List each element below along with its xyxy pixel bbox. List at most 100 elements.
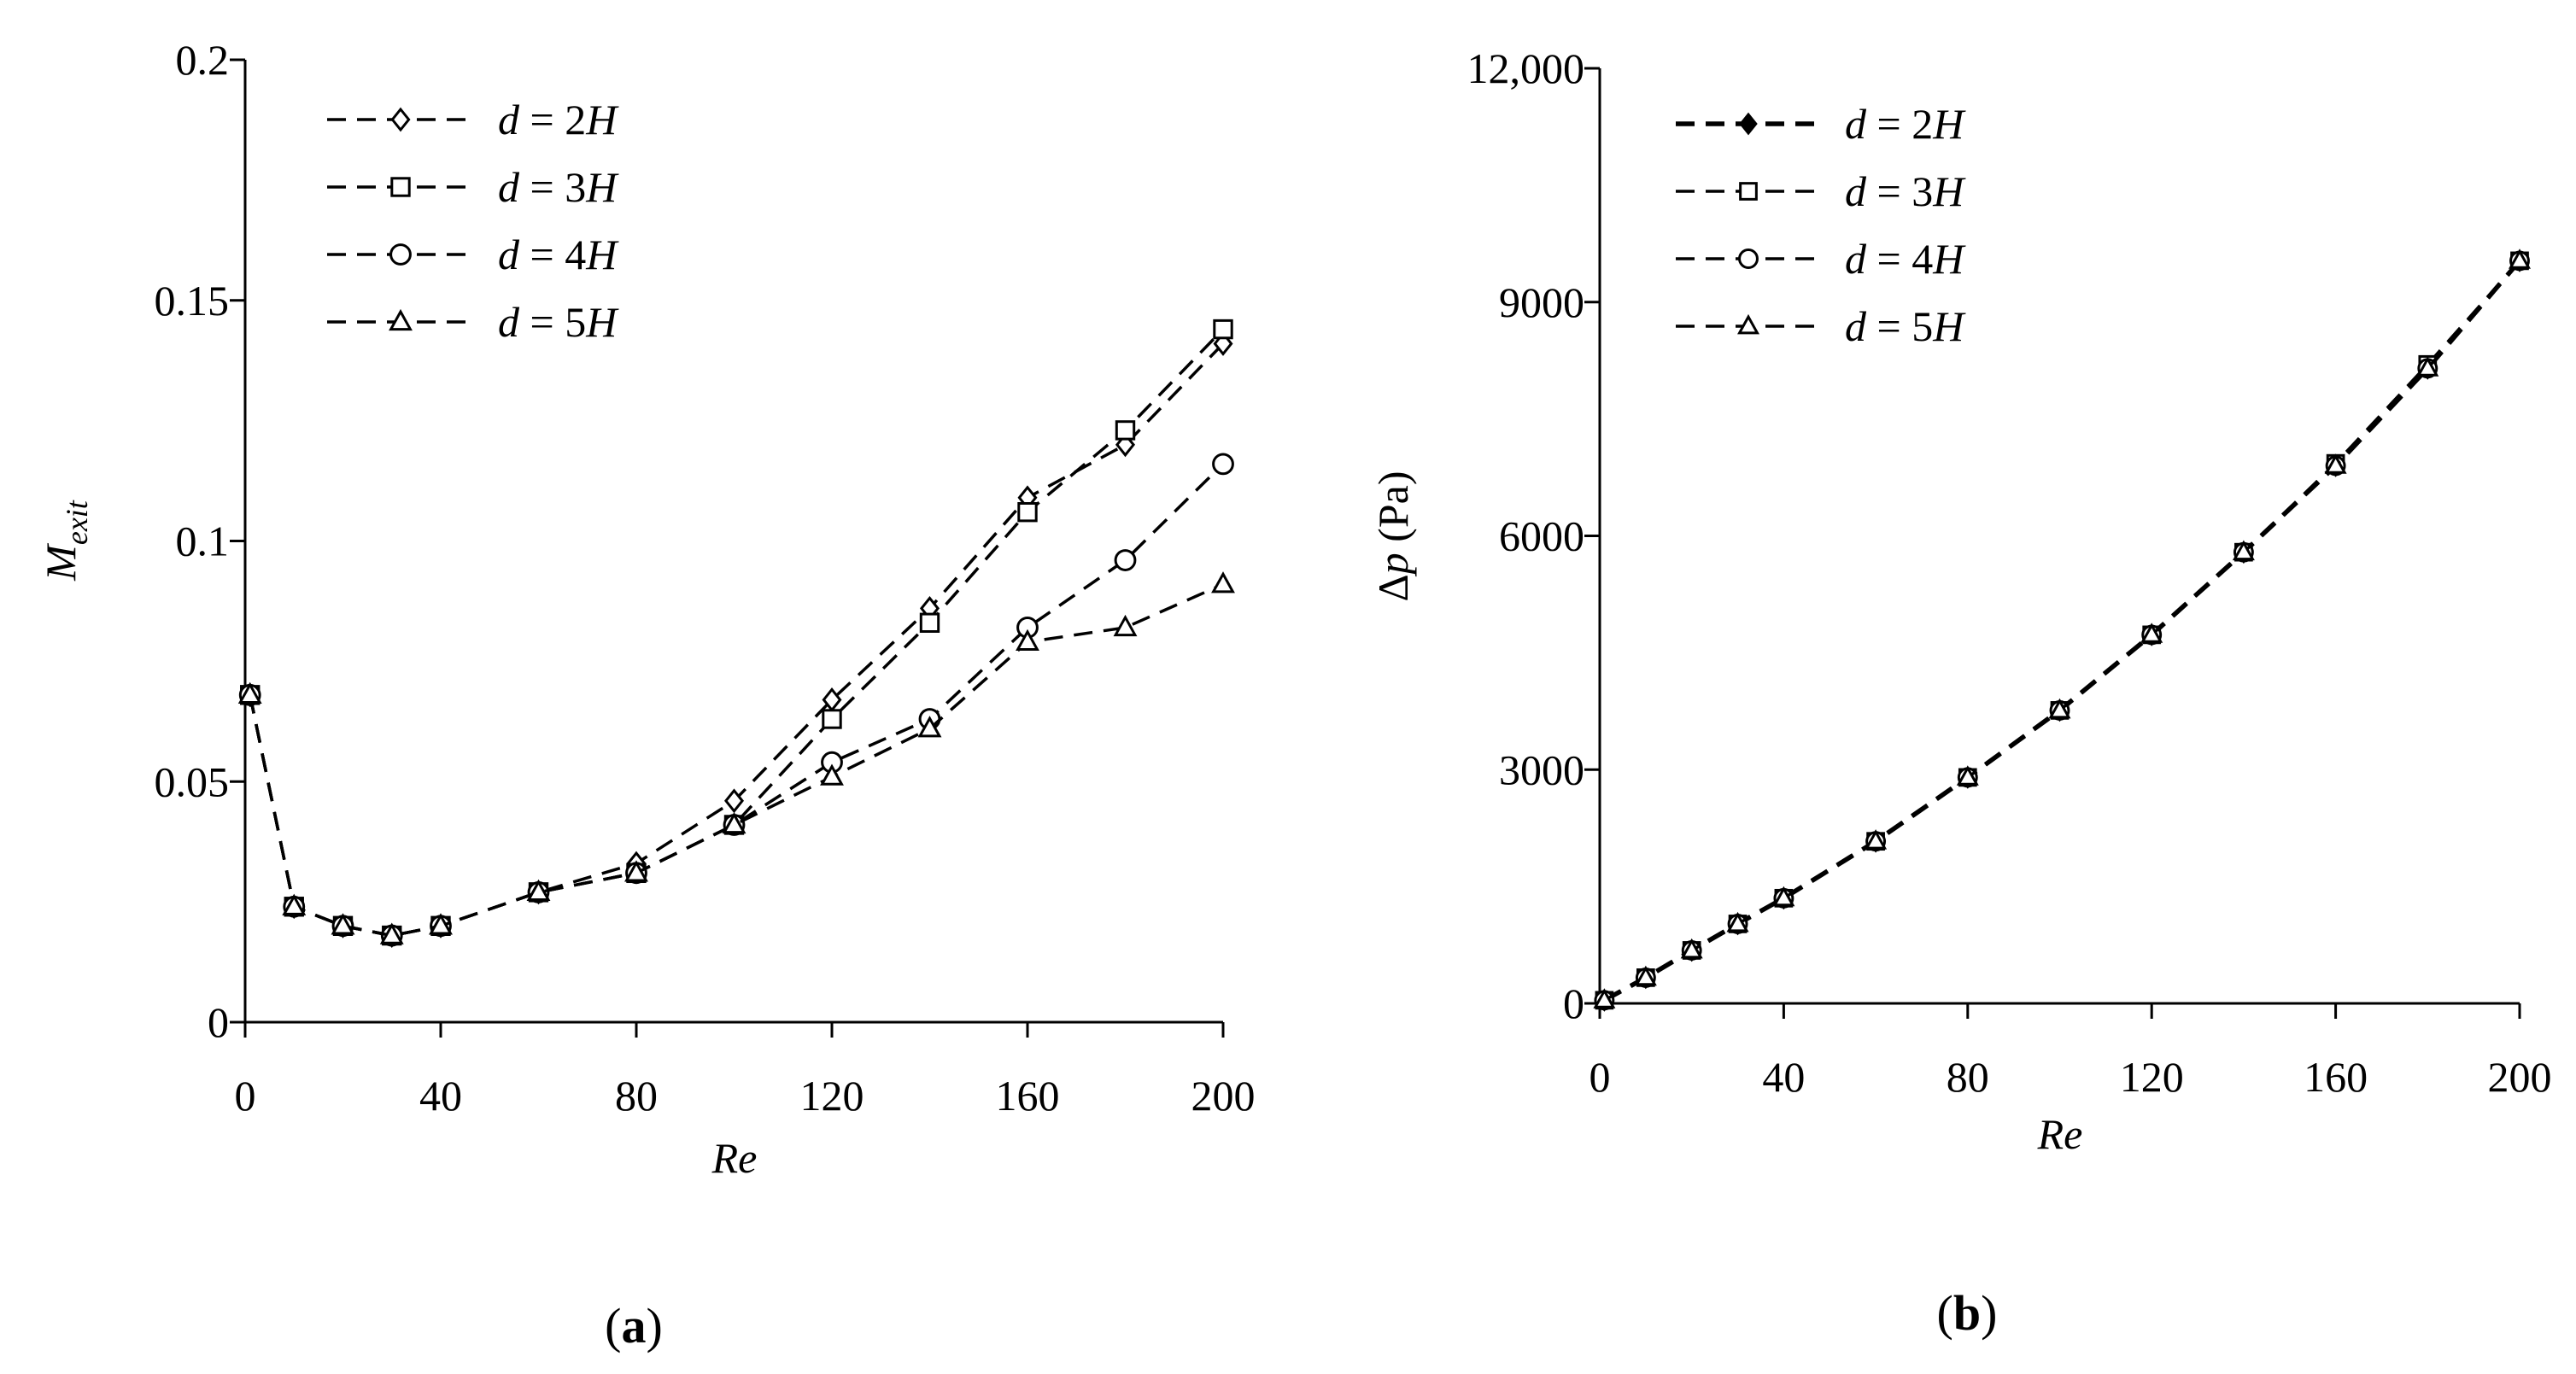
panel-b-series-3-line [1603, 260, 2521, 1002]
panel-b-label-letter: b [1953, 1285, 1981, 1341]
panel-a-series-3-line [248, 582, 1224, 938]
panel-a-label: (a) [605, 1298, 663, 1354]
panel-a-series-3-point-12 [1211, 571, 1235, 593]
panel-a-y-tick-label-4: 0.2 [176, 36, 230, 84]
panel-a-series-2 [238, 453, 1234, 947]
panel-b-legend-label-1: d = 3H [1845, 167, 1966, 215]
panel-a-series-0-point-12 [1213, 331, 1233, 356]
panel-b-series-3-point-0 [1593, 988, 1616, 1009]
panel-b-series-3-point-11 [2416, 356, 2439, 377]
panel-a-label-close-paren: ) [647, 1298, 663, 1354]
panel-a-series-1-point-9 [919, 612, 940, 633]
panel-b-legend-marker-1 [1739, 182, 1758, 201]
panel-a-series-3-point-6 [624, 860, 648, 882]
panel-b-series-3-point-10 [2324, 453, 2347, 474]
panel-b-series-3-point-9 [2232, 540, 2255, 561]
panel-b-series-0 [1595, 248, 2529, 1012]
panel-a-series-0-line [248, 342, 1225, 938]
panel-a-series-3-point-3 [379, 922, 404, 944]
panel-a-series-2-line [248, 463, 1225, 938]
panel-a-series-3-point-5 [526, 879, 551, 901]
panel-a-ticks: 0 40 80 120 160 200 0 0.05 0.1 0.15 0.2 [155, 36, 1256, 1120]
panel-b-y-tick-label-0: 0 [1563, 979, 1584, 1027]
panel-b: 0 40 80 120 160 200 0 3000 6000 9000 12,000 Re Δp … [1369, 44, 2552, 1341]
panel-a-y-axis-label-main: M [37, 543, 85, 582]
panel-a-x-tick-label-5: 200 [1191, 1072, 1256, 1120]
panel-a-series-1-point-10 [1017, 501, 1038, 523]
panel-a-series-3-point-9 [917, 716, 942, 738]
panel-b-series-2 [1594, 250, 2530, 1011]
panel-b-series-3-point-4 [1772, 886, 1795, 907]
panel-a-series-3-point-10 [1016, 629, 1039, 651]
panel-a-legend-entry-2: d = 4H [327, 231, 619, 278]
panel-b-series-3-point-3 [1726, 911, 1749, 933]
panel-b-y-tick-label-1: 3000 [1499, 745, 1584, 793]
panel-b-x-axis-label: Re [2037, 1110, 2083, 1158]
panel-b-y-axis-label: Δp (Pa) [1369, 471, 1417, 602]
panel-a-series-1-point-8 [822, 709, 842, 729]
panel-b-y-axis-label-p: p [1369, 553, 1417, 576]
panel-a-legend-marker-0 [390, 107, 411, 132]
panel-b-series-3-point-6 [1956, 765, 1979, 786]
panel-b-series-group [1593, 248, 2531, 1012]
panel-a: 0 40 80 120 160 200 0 0.05 0.1 0.15 0.2 Re Mexit d… [37, 36, 1256, 1354]
panel-a-series-0-point-11 [1115, 432, 1136, 458]
panel-a-legend-marker-1 [390, 177, 411, 197]
panel-b-series-3-point-7 [2048, 698, 2071, 719]
panel-a-y-tick-label-3: 0.15 [155, 277, 230, 324]
panel-a-series-group [237, 319, 1235, 948]
panel-b-x-tick-label-1: 40 [1762, 1053, 1805, 1101]
panel-b-series-3-point-2 [1680, 938, 1703, 959]
panel-b-ticks: 0 40 80 120 160 200 0 3000 6000 9000 12,000 [1467, 44, 2552, 1101]
panel-a-legend-label-0: d = 2H [498, 96, 619, 143]
panel-b-label: (b) [1937, 1285, 1998, 1341]
panel-b-y-axis-label-unit: (Pa) [1369, 471, 1417, 553]
panel-a-legend-label-1: d = 3H [498, 163, 619, 211]
panel-b-x-tick-label-0: 0 [1590, 1053, 1611, 1101]
panel-a-y-axis-label: Mexit [37, 500, 94, 582]
panel-b-legend-entry-1: d = 3H [1676, 167, 1966, 215]
panel-b-series-1 [1595, 251, 2529, 1010]
panel-b-x-tick-label-5: 200 [2488, 1053, 2552, 1101]
panel-b-series-1-line [1603, 260, 2521, 1002]
panel-a-series-3-point-4 [429, 913, 453, 935]
panel-a-series-0 [240, 331, 1233, 948]
panel-a-series-3-point-7 [722, 811, 746, 834]
panel-a-legend-entry-0: d = 2H [327, 96, 619, 143]
panel-a-legend-marker-2 [389, 243, 412, 266]
panel-a-series-1-point-12 [1213, 319, 1233, 340]
panel-b-series-3-point-5 [1865, 829, 1888, 850]
panel-a-x-tick-label-1: 40 [419, 1072, 462, 1120]
panel-a-series-3 [237, 571, 1235, 944]
panel-b-legend-entry-3: d = 5H [1676, 302, 1966, 350]
panel-b-x-tick-label-2: 80 [1947, 1053, 1989, 1101]
panel-a-legend: d = 2H d = 3H d = 4H d = 5H [327, 96, 619, 346]
panel-b-y-tick-label-2: 6000 [1499, 512, 1584, 560]
panel-a-x-tick-label-2: 80 [615, 1072, 658, 1120]
panel-b-x-tick-label-4: 160 [2304, 1053, 2368, 1101]
panel-a-legend-entry-3: d = 5H [327, 298, 619, 346]
panel-a-series-2-point-11 [1114, 549, 1137, 571]
panel-a-series-0-point-7 [723, 788, 745, 814]
panel-b-series-0-line [1603, 259, 2522, 1003]
panel-a-label-open-paren: ( [605, 1298, 621, 1354]
panel-b-legend-marker-2 [1738, 248, 1759, 269]
panel-a-x-tick-label-3: 120 [800, 1072, 864, 1120]
panel-a-x-tick-label-0: 0 [235, 1072, 256, 1120]
panel-a-series-3-point-0 [237, 681, 262, 704]
panel-a-series-3-point-2 [331, 913, 355, 935]
panel-a-y-axis-label-subscript: exit [60, 500, 94, 545]
panel-a-series-3-point-1 [282, 893, 307, 915]
panel-a-legend-marker-3 [389, 308, 413, 331]
panel-a-x-tick-label-4: 160 [996, 1072, 1060, 1120]
panel-b-label-open-paren: ( [1937, 1285, 1953, 1341]
panel-a-series-1-point-11 [1115, 420, 1136, 441]
panel-b-legend-label-3: d = 5H [1845, 302, 1966, 350]
panel-b-legend-label-2: d = 4H [1845, 235, 1966, 283]
panel-a-label-letter: a [622, 1298, 647, 1354]
panel-b-label-close-paren: ) [1981, 1285, 1997, 1341]
panel-a-series-3-point-8 [820, 763, 844, 786]
panel-a-x-axis-label: Re [711, 1134, 758, 1182]
panel-b-legend: d = 2H d = 3H d = 4H d = 5H [1676, 100, 1966, 350]
panel-b-y-tick-label-3: 9000 [1499, 278, 1584, 326]
